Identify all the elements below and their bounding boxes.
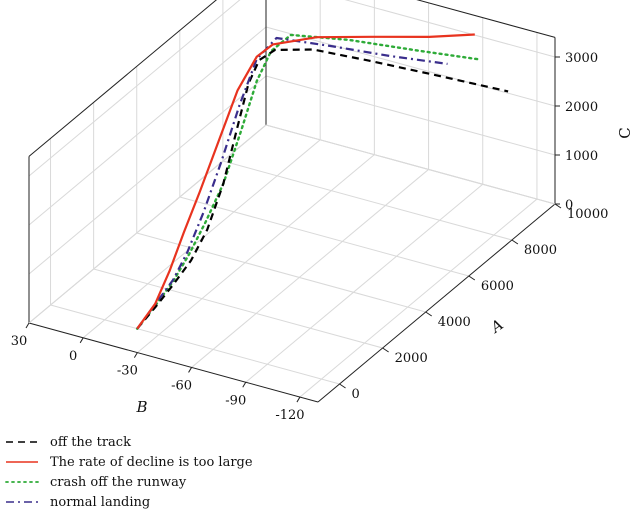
axis-title-c: C (616, 127, 634, 138)
tick-b-4 (242, 381, 247, 388)
tick-label-a-3: 6000 (481, 279, 514, 294)
series-line-1 (136, 33, 475, 330)
edge-floor-right (265, 124, 556, 205)
tick-label-c-3: 3000 (565, 51, 598, 66)
tick-a-3 (468, 275, 476, 281)
tick-b-1 (79, 337, 84, 344)
floor-gridline-b-3 (191, 169, 429, 368)
tick-b-3 (188, 367, 192, 373)
floor-gridline-a-2 (136, 232, 426, 313)
floor-gridline-b-2 (137, 154, 375, 354)
tick-label-c-0: 0 (565, 198, 573, 213)
leftwall-gridline-c-3 (28, 0, 241, 177)
edge-b-front (28, 322, 319, 403)
rightwall-gridline-c-3 (344, 0, 556, 58)
legend-label-0: off the track (50, 435, 131, 450)
tick-label-a-0: 0 (352, 387, 360, 402)
tick-label-a-5: 10000 (567, 207, 608, 222)
tick-b-5 (296, 396, 301, 403)
tick-label-b-3: -60 (171, 378, 192, 393)
edge-top-right (416, 0, 556, 38)
tick-label-b-0: 30 (11, 334, 28, 349)
tick-label-a-4: 8000 (524, 243, 557, 258)
axis-title-b: B (135, 398, 147, 416)
series-layer (135, 33, 509, 330)
tick-b-2 (133, 352, 138, 358)
tick-label-b-5: -120 (275, 408, 304, 423)
tick-marks (25, 56, 562, 403)
leftwall-gridline-c-1 (28, 75, 267, 275)
floor-gridline-a-1 (93, 268, 383, 349)
tick-a-0 (339, 383, 346, 389)
floor-gridline-a-0 (50, 304, 340, 385)
tick-label-a-2: 4000 (438, 315, 471, 330)
tick-label-c-2: 2000 (565, 100, 598, 115)
legend-label-3: normal landing (50, 495, 150, 510)
legend-label-2: crash off the runway (50, 475, 187, 490)
floor-gridline-b-4 (245, 183, 484, 383)
series-line-2 (135, 33, 479, 330)
tick-labels: 300-30-60-90-120020004000600080001000001… (11, 51, 609, 423)
rightwall-gridline-c-2 (265, 26, 556, 107)
series-line-3 (136, 36, 448, 330)
floor-gridline-a-3 (179, 196, 469, 277)
floor-gridline-a-4 (222, 160, 513, 241)
edge-top-left (28, 0, 217, 157)
floor-gridline-b-5 (299, 198, 538, 398)
legend-label-1: The rate of decline is too large (50, 455, 253, 470)
edge-floor-back (28, 124, 267, 324)
legend: off the track The rate of decline is too … (5, 435, 253, 510)
axis-title-a: A (486, 315, 507, 337)
tick-a-5 (554, 203, 562, 209)
edge-a-front (317, 203, 556, 403)
tick-label-b-1: 0 (69, 349, 77, 364)
rightwall-gridline-c-1 (265, 75, 556, 156)
tick-a-2 (425, 311, 433, 317)
tick-label-c-1: 1000 (565, 149, 598, 164)
tick-a-1 (382, 347, 389, 353)
tick-label-b-2: -30 (117, 364, 138, 379)
leftwall-gridline-c-2 (28, 26, 267, 226)
tick-a-4 (511, 239, 519, 245)
tick-label-b-4: -90 (225, 393, 246, 408)
tick-label-a-1: 2000 (395, 351, 428, 366)
box-edges (28, 0, 556, 403)
tick-b-0 (25, 322, 30, 329)
series-line-0 (136, 48, 509, 330)
